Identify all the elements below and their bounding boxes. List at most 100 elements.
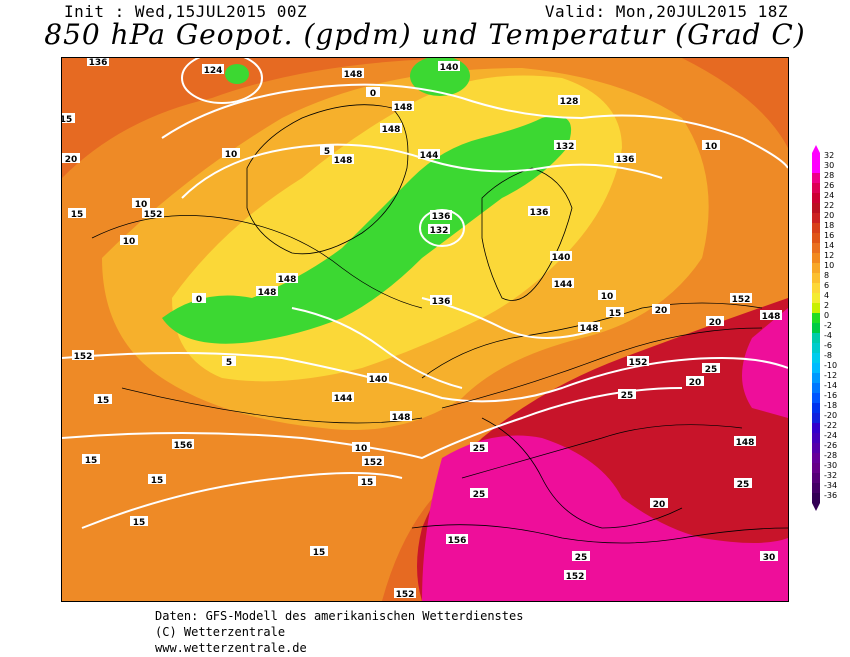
- contour-labels: 136 124 148 140 148 148 148 144 132 136 …: [72, 58, 782, 600]
- legend-swatch: [812, 193, 820, 203]
- svg-text:20: 20: [65, 155, 78, 165]
- svg-text:136: 136: [89, 58, 108, 68]
- label-140a: 140: [438, 61, 460, 73]
- legend-swatch: [812, 283, 820, 293]
- svg-text:15: 15: [361, 478, 374, 488]
- svg-text:136: 136: [530, 208, 549, 218]
- label-144b: 144: [418, 149, 440, 161]
- legend-label: -2: [824, 321, 832, 330]
- legend-swatch: [812, 263, 820, 273]
- valid-time: Valid: Mon,20JUL2015 18Z: [544, 2, 788, 21]
- legend-swatch: [812, 163, 820, 173]
- svg-text:140: 140: [552, 253, 571, 263]
- t-label-15c: 15: [94, 394, 112, 406]
- svg-text:132: 132: [430, 226, 449, 236]
- label-136b: 136: [430, 210, 452, 222]
- svg-text:148: 148: [392, 413, 411, 423]
- legend-label: 0: [824, 311, 829, 320]
- t-label-10a: 10: [222, 148, 240, 160]
- t-label-15g: 15: [130, 516, 148, 528]
- legend-label: -32: [824, 471, 837, 480]
- legend-swatch: [812, 323, 820, 333]
- svg-text:20: 20: [689, 378, 702, 388]
- t-label-0b: 0: [192, 293, 206, 305]
- legend-swatch: [812, 363, 820, 373]
- t-label-5b: 5: [222, 356, 236, 368]
- map-title: 850 hPa Geopot. (gpdm) und Temperatur (G…: [44, 18, 806, 51]
- svg-text:10: 10: [355, 444, 368, 454]
- label-152d: 152: [627, 356, 649, 368]
- svg-text:30: 30: [763, 553, 776, 563]
- weather-map: 136 124 148 140 148 148 148 144 132 136 …: [61, 57, 789, 602]
- svg-text:156: 156: [174, 441, 193, 451]
- label-148j: 148: [760, 310, 782, 322]
- svg-text:152: 152: [629, 358, 648, 368]
- svg-text:148: 148: [334, 156, 353, 166]
- svg-text:148: 148: [382, 125, 401, 135]
- svg-text:10: 10: [225, 150, 238, 160]
- t-label-20e: 20: [650, 498, 668, 510]
- legend-label: -12: [824, 371, 837, 380]
- temperature-labels: 0 15 20 10 5 10 15 10 0 5 15 10 10 15 20…: [62, 87, 778, 563]
- svg-text:132: 132: [556, 142, 575, 152]
- legend-label: 18: [824, 221, 834, 230]
- svg-text:144: 144: [334, 394, 353, 404]
- t-label-15e: 15: [82, 454, 100, 466]
- svg-text:25: 25: [621, 391, 634, 401]
- legend-label: -6: [824, 341, 832, 350]
- svg-text:20: 20: [655, 306, 668, 316]
- t-label-15h: 15: [310, 546, 328, 558]
- legend-swatch: [812, 173, 820, 183]
- svg-text:10: 10: [135, 200, 148, 210]
- label-140b: 140: [550, 251, 572, 263]
- label-148c: 148: [380, 123, 402, 135]
- svg-text:25: 25: [473, 490, 486, 500]
- svg-text:152: 152: [74, 352, 93, 362]
- svg-text:15: 15: [151, 476, 164, 486]
- legend-swatch: [812, 373, 820, 383]
- label-152e: 152: [564, 570, 586, 582]
- legend-label: 24: [824, 191, 834, 200]
- label-148g: 148: [578, 322, 600, 334]
- svg-text:128: 128: [560, 97, 579, 107]
- legend-label: 2: [824, 301, 829, 310]
- t-label-15b: 15: [68, 208, 86, 220]
- legend-swatch: [812, 253, 820, 263]
- legend-label: 26: [824, 181, 834, 190]
- legend-swatch: [812, 303, 820, 313]
- svg-text:152: 152: [396, 590, 415, 600]
- legend-label: 8: [824, 271, 829, 280]
- legend-swatch: [812, 453, 820, 463]
- legend-label: 32: [824, 151, 834, 160]
- legend-label: -30: [824, 461, 837, 470]
- t-label-0a: 0: [366, 87, 380, 99]
- legend-colorbar: 32302826242220181614121086420-2-4-6-8-10…: [812, 145, 837, 511]
- footer-copyright: (C) Wetterzentrale: [155, 625, 286, 639]
- label-148b: 148: [392, 101, 414, 113]
- svg-text:5: 5: [226, 358, 232, 368]
- legend-label: 22: [824, 201, 834, 210]
- legend-label: 10: [824, 261, 834, 270]
- svg-text:15: 15: [609, 309, 622, 319]
- t-label-25a: 25: [702, 363, 720, 375]
- legend-swatch: [812, 153, 820, 163]
- svg-text:148: 148: [394, 103, 413, 113]
- svg-text:25: 25: [575, 553, 588, 563]
- svg-text:15: 15: [85, 456, 98, 466]
- svg-text:152: 152: [566, 572, 585, 582]
- svg-text:10: 10: [123, 237, 136, 247]
- legend-swatch: [812, 353, 820, 363]
- svg-text:25: 25: [737, 480, 750, 490]
- svg-text:152: 152: [144, 210, 163, 220]
- svg-text:136: 136: [432, 297, 451, 307]
- legend-swatch: [812, 273, 820, 283]
- svg-text:136: 136: [616, 155, 635, 165]
- legend-label: -10: [824, 361, 837, 370]
- t-label-20b: 20: [652, 304, 670, 316]
- label-136c: 136: [528, 206, 550, 218]
- t-label-20c: 20: [706, 316, 724, 328]
- label-144d: 144: [332, 392, 354, 404]
- svg-text:15: 15: [62, 115, 72, 125]
- t-label-25c: 25: [470, 442, 488, 454]
- legend-label: -8: [824, 351, 832, 360]
